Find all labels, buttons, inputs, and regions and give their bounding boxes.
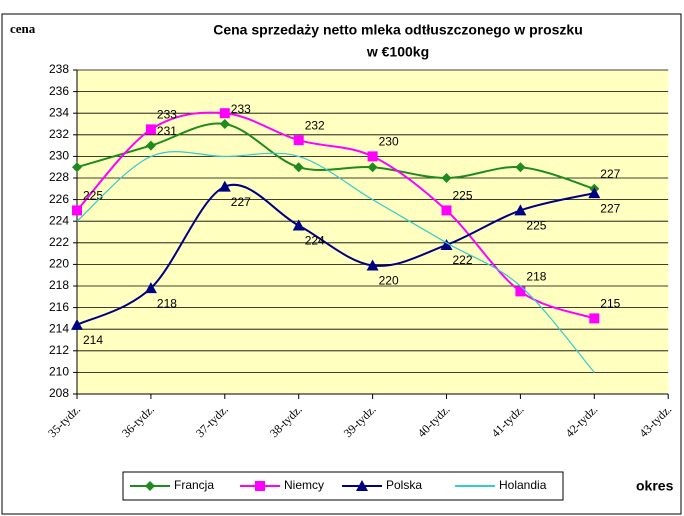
data-point: [219, 119, 230, 129]
series-line: [76, 151, 595, 373]
data-label: 224: [305, 234, 325, 248]
x-axis-label: okres: [636, 478, 674, 494]
data-point: [145, 140, 156, 151]
legend-label: Polska: [386, 478, 422, 492]
data-point: [588, 187, 601, 199]
chart-subtitle: w €100kg: [366, 44, 429, 60]
y-tick-label: 224: [49, 213, 69, 227]
y-tick-label: 230: [49, 149, 69, 163]
y-tick-label: 214: [49, 321, 69, 335]
y-tick-label: 208: [49, 386, 69, 400]
legend-label: Niemcy: [284, 478, 324, 492]
y-tick-label: 222: [49, 235, 69, 249]
data-point: [293, 135, 304, 146]
data-label: 227: [231, 195, 251, 209]
legend-label: Francja: [174, 478, 214, 492]
y-tick-label: 220: [49, 257, 69, 271]
data-label: 231: [157, 124, 177, 138]
data-point: [367, 162, 378, 173]
data-label: 230: [379, 135, 399, 149]
y-axis-label: cena: [10, 21, 36, 36]
data-point: [218, 180, 231, 192]
data-point: [441, 205, 452, 216]
data-point: [144, 282, 157, 294]
data-label: 214: [83, 333, 103, 347]
plot-area: [77, 70, 669, 394]
data-point: [441, 173, 452, 183]
chart-title: Cena sprzedaży netto mleka odtłuszczoneg…: [213, 22, 583, 38]
data-label: 222: [453, 253, 473, 267]
data-point: [440, 238, 453, 250]
y-tick-label: 226: [49, 192, 69, 206]
y-tick-label: 210: [49, 365, 69, 379]
data-label: 227: [600, 167, 620, 181]
legend-marker: [145, 481, 155, 491]
data-point: [292, 219, 305, 231]
y-tick-label: 212: [49, 343, 69, 357]
y-tick-label: 238: [49, 62, 69, 76]
data-point: [293, 162, 304, 173]
y-tick-label: 236: [49, 84, 69, 98]
data-label: 218: [157, 296, 177, 310]
y-tick-label: 216: [49, 300, 69, 314]
legend-marker: [356, 480, 368, 491]
data-point: [589, 313, 600, 324]
data-label: 215: [600, 297, 620, 311]
data-point: [72, 162, 82, 173]
data-label: 227: [600, 201, 620, 215]
data-label: 233: [231, 102, 251, 116]
data-point: [219, 108, 230, 119]
data-point: [367, 151, 378, 162]
data-point: [515, 162, 526, 173]
data-label: 233: [157, 108, 177, 122]
y-tick-label: 218: [49, 278, 69, 292]
data-label: 232: [305, 118, 325, 132]
legend-label: Holandia: [499, 478, 547, 492]
data-point: [72, 205, 82, 216]
data-label: 225: [453, 189, 473, 203]
data-label: 225: [526, 219, 546, 233]
data-point: [366, 259, 379, 271]
data-label: 220: [379, 274, 399, 288]
y-tick-label: 234: [49, 105, 69, 119]
data-point: [145, 124, 156, 135]
data-point: [515, 286, 526, 297]
data-label: 218: [526, 270, 546, 284]
legend-marker: [255, 481, 265, 491]
data-point: [71, 318, 83, 330]
data-label: 225: [83, 189, 103, 203]
y-tick-label: 232: [49, 127, 69, 141]
y-tick-label: 228: [49, 170, 69, 184]
series-line: [76, 183, 595, 326]
data-point: [514, 204, 527, 216]
